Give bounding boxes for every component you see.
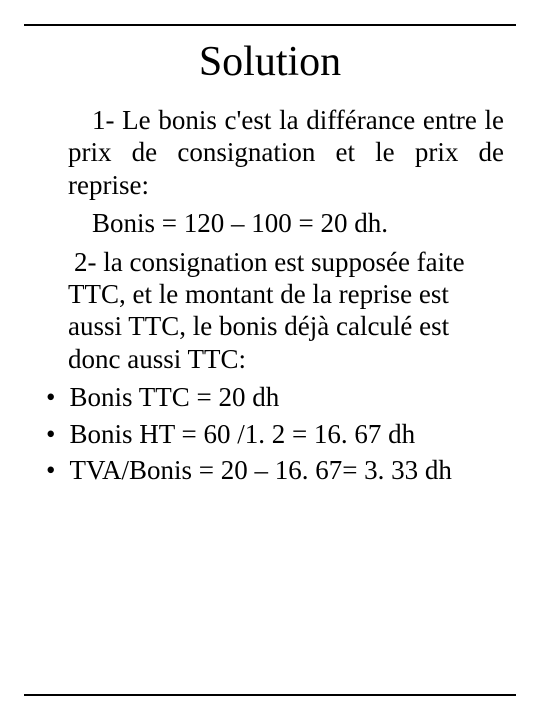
bottom-horizontal-rule: [24, 694, 516, 696]
content-area: Solution 1- Le bonis c'est la différance…: [36, 38, 504, 490]
bullet-text: Bonis TTC = 20 dh: [69, 381, 279, 413]
bullet-text: Bonis HT = 60 /1. 2 = 16. 67 dh: [69, 418, 415, 450]
bullet-marker: •: [46, 381, 55, 413]
bullet-item-3: • TVA/Bonis = 20 – 16. 67= 3. 33 dh: [36, 454, 504, 486]
bullet-marker: •: [46, 454, 55, 486]
bullet-item-1: • Bonis TTC = 20 dh: [36, 381, 504, 413]
top-horizontal-rule: [24, 24, 516, 26]
page-title: Solution: [36, 38, 504, 86]
bullet-text: TVA/Bonis = 20 – 16. 67= 3. 33 dh: [69, 454, 451, 486]
paragraph-2: Bonis = 120 – 100 = 20 dh.: [68, 207, 504, 239]
bullet-marker: •: [46, 418, 55, 450]
paragraph-3: 2- la consignation est supposée faite TT…: [68, 246, 504, 376]
paragraph-1: 1- Le bonis c'est la différance entre le…: [68, 104, 504, 201]
bullet-item-2: • Bonis HT = 60 /1. 2 = 16. 67 dh: [36, 418, 504, 450]
